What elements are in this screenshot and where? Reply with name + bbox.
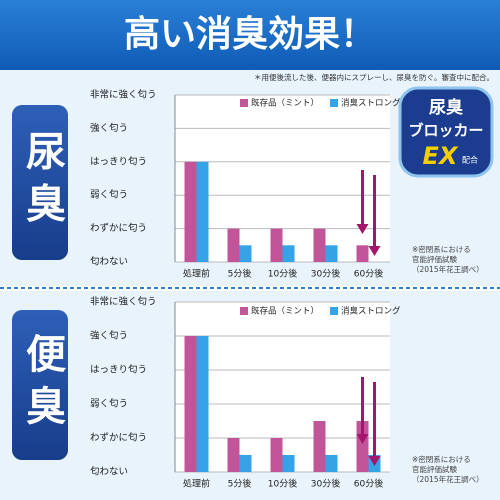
badge-text: 尿臭 (429, 97, 463, 118)
y-tick-label: 弱く匂う (90, 398, 128, 410)
y-tick-label: わずかに匂う (90, 432, 147, 444)
arrow-head (356, 434, 369, 444)
page-title: 高い消臭効果！ (124, 14, 376, 55)
bar (239, 455, 252, 472)
bar (196, 161, 209, 262)
legend-swatch (330, 307, 339, 315)
bar (270, 438, 283, 472)
arrow-head (368, 246, 381, 256)
side-panel (12, 310, 68, 460)
x-tick-label: 30分後 (311, 268, 340, 280)
bar (270, 228, 283, 262)
y-tick-label: 非常に強く匂う (90, 296, 157, 308)
bar (239, 245, 252, 262)
legend-swatch (330, 99, 339, 107)
bar (184, 336, 197, 472)
bar (356, 245, 369, 262)
bar (313, 228, 326, 262)
y-tick-label: 弱く匂う (90, 189, 128, 201)
legend-swatch (240, 307, 248, 315)
badge: 尿臭 ブロッカー EX 配合 (398, 86, 494, 178)
y-tick-label: わずかに匂う (90, 222, 147, 234)
x-tick-label: 60分後 (354, 268, 383, 280)
x-tick-label: 5分後 (228, 268, 252, 280)
y-tick-label: はっきり匂う (90, 364, 147, 376)
y-tick-label: 強く匂う (90, 330, 128, 342)
x-tick-label: 処理前 (183, 478, 210, 490)
y-tick-label: 匂わない (90, 466, 128, 478)
legend-label: 既存品（ミント） (251, 98, 319, 109)
arrow-head (368, 456, 381, 466)
x-tick-label: 30分後 (311, 478, 340, 490)
bar (282, 455, 295, 472)
x-tick-label: 10分後 (268, 268, 297, 280)
chart-title: 便臭 (19, 333, 66, 437)
bar (356, 421, 369, 472)
x-tick-label: 処理前 (183, 268, 210, 280)
annotation: 官能評価試験 (412, 464, 457, 474)
y-tick-label: 非常に強く匂う (90, 89, 157, 101)
legend-label: 消臭ストロング (341, 98, 401, 109)
chart-title: 尿臭 (19, 131, 66, 235)
bar (282, 245, 295, 262)
legend-label: 消臭ストロング (341, 306, 401, 317)
x-tick-label: 5分後 (228, 478, 252, 490)
annotation: ※密閉系における (412, 244, 471, 254)
annotation: （2015年花王調べ） (412, 474, 484, 484)
badge-bg (398, 86, 494, 178)
x-tick-label: 10分後 (268, 478, 297, 490)
bar (227, 438, 240, 472)
header-band (0, 0, 500, 70)
y-tick-label: 強く匂う (90, 122, 128, 134)
legend-swatch (240, 99, 248, 107)
annotation: （2015年花王調べ） (412, 264, 484, 274)
side-panel (12, 105, 68, 260)
badge-text: 配合 (462, 155, 478, 165)
bar (227, 228, 240, 262)
bar (325, 245, 338, 262)
legend-label: 既存品（ミント） (251, 306, 319, 317)
bar (184, 161, 197, 262)
annotation: 官能評価試験 (412, 254, 457, 264)
note: ＊用便後流した後、便器内にスプレーし、尿臭を防ぐ。審査中に配合。 (254, 72, 494, 82)
badge-text: ブロッカー (408, 122, 483, 140)
y-tick-label: 匂わない (90, 256, 128, 268)
bar (313, 421, 326, 472)
bar (196, 336, 209, 472)
annotation: ※密閉系における (412, 454, 471, 464)
y-tick-label: はっきり匂う (90, 155, 147, 167)
badge-text: EX (423, 142, 459, 170)
bar (325, 455, 338, 472)
x-tick-label: 60分後 (354, 478, 383, 490)
arrow-head (356, 224, 369, 234)
